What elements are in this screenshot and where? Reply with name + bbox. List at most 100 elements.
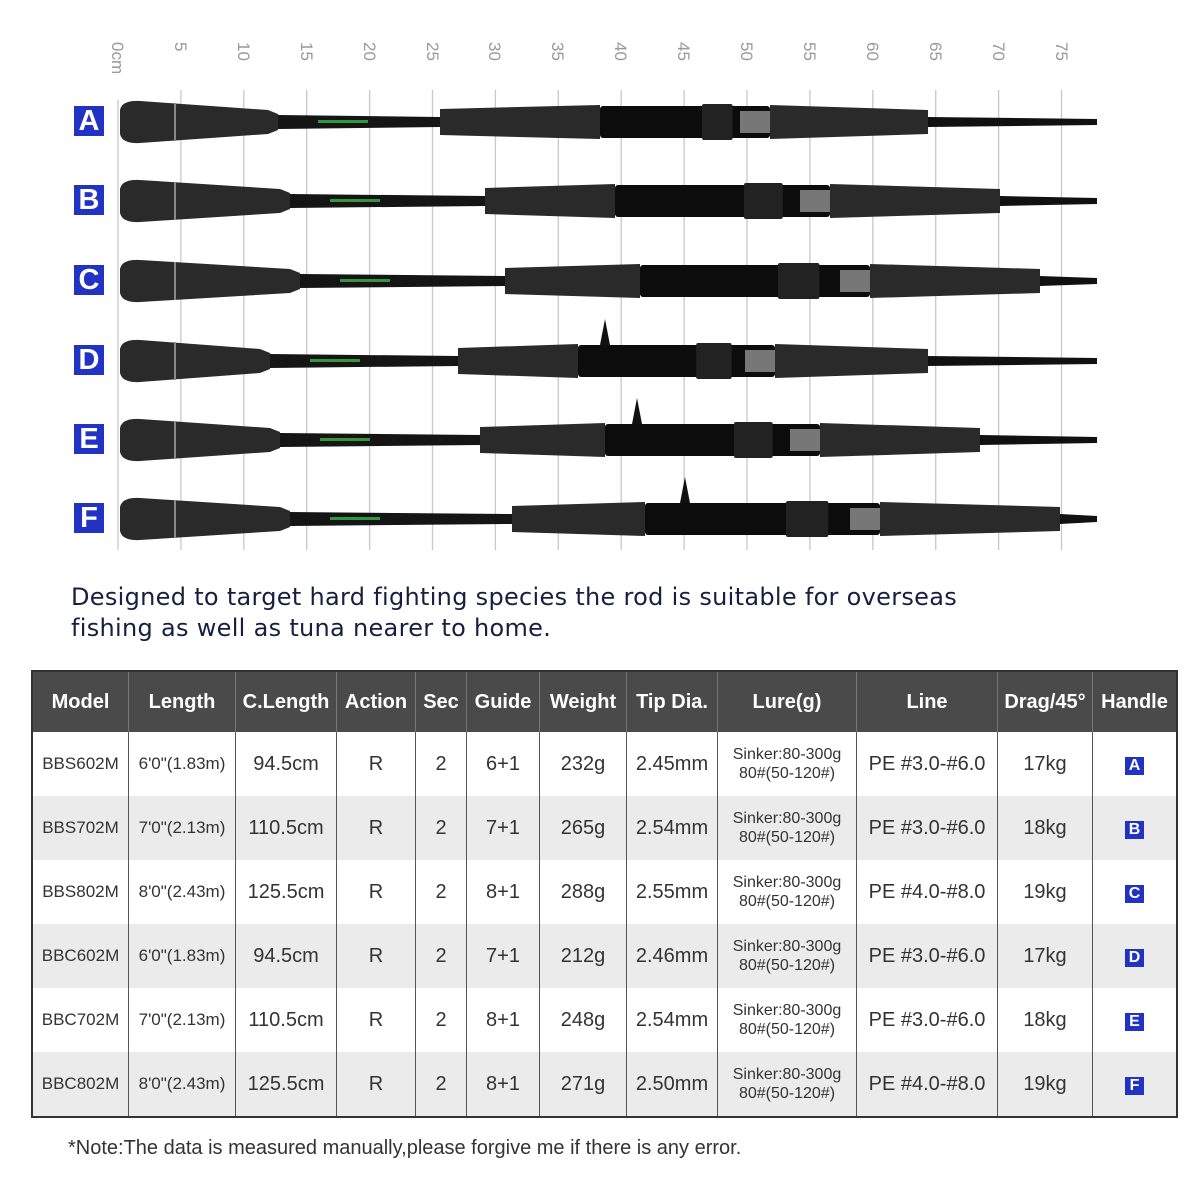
cell-length: 8'0"(2.43m) [128,1052,236,1117]
cell-tip: 2.54mm [626,796,718,860]
cell-action: R [336,796,416,860]
cell-drag: 17kg [997,924,1093,988]
cell-model: BBC702M [31,988,129,1052]
cell-tip: 2.55mm [626,860,718,924]
table-row: BBC802M 8'0"(2.43m) 125.5cm R 2 8+1 271g 2.50mm… [31,1052,1177,1117]
cell-sec: 2 [415,732,467,796]
ruler-tick-label: 40 [611,42,631,61]
lure-sinker: Sinker:80-300g [732,746,842,763]
rod-a [120,100,1097,144]
cell-handle: F [1092,1052,1177,1117]
cell-model: BBS702M [31,796,129,860]
lure-line: 80#(50-120#) [738,1021,836,1038]
description-line-2: fishing as well as tuna nearer to home. [71,614,552,642]
cell-weight: 248g [539,988,627,1052]
description-line-1: Designed to target hard fighting species… [71,583,958,611]
table-row: BBS802M 8'0"(2.43m) 125.5cm R 2 8+1 288g 2.55mm… [31,860,1177,924]
lure-line: 80#(50-120#) [738,893,836,910]
cell-weight: 212g [539,924,627,988]
table-row: BBS702M 7'0"(2.13m) 110.5cm R 2 7+1 265g 2.54mm… [31,796,1177,860]
cell-line: PE #4.0-#8.0 [856,860,998,924]
rod-label-badge: F [74,503,104,534]
cell-drag: 19kg [997,860,1093,924]
cell-lure: Sinker:80-300g 80#(50-120#) [717,860,857,924]
cell-handle: D [1092,924,1177,988]
ruler-tick-label: 0cm [108,42,127,75]
lure-line: 80#(50-120#) [738,765,836,782]
cell-length: 6'0"(1.83m) [128,924,236,988]
cell-model: BBC802M [31,1052,129,1117]
column-header: Tip Dia. [626,671,718,732]
rod-b [120,179,1097,223]
column-header: Length [128,671,236,732]
column-header: Sec [415,671,467,732]
cell-tip: 2.46mm [626,924,718,988]
front-grip [770,105,928,139]
butt-grip [120,339,270,383]
column-header: Handle [1092,671,1177,732]
rod-c [120,259,1097,303]
ruler-tick-label: 30 [485,42,505,61]
ruler-tick-label: 10 [233,42,253,61]
butt-grip [120,259,300,303]
cell-weight: 265g [539,796,627,860]
cell-clength: 110.5cm [235,796,337,860]
cell-sec: 2 [415,860,467,924]
cell-clength: 94.5cm [235,732,337,796]
handle-badge: F [1125,1076,1144,1095]
cell-model: BBS802M [31,860,129,924]
cell-line: PE #3.0-#6.0 [856,924,998,988]
lure-sinker: Sinker:80-300g [732,874,842,891]
front-grip [880,502,1060,536]
lure-sinker: Sinker:80-300g [732,1066,842,1083]
handle-badge: E [1125,1012,1144,1031]
trigger [680,477,690,503]
cell-sec: 2 [415,924,467,988]
ruler-tick-label: 65 [925,42,945,61]
lure-line: 80#(50-120#) [738,957,836,974]
cell-handle: E [1092,988,1177,1052]
cell-action: R [336,1052,416,1117]
cell-action: R [336,988,416,1052]
rod-label-badge: C [74,265,104,296]
cell-clength: 125.5cm [235,1052,337,1117]
column-header: Line [856,671,998,732]
cell-tip: 2.50mm [626,1052,718,1117]
cell-length: 8'0"(2.43m) [128,860,236,924]
front-grip [775,344,928,378]
table-header: Model Length C.Length Action Sec Guide Weight T… [31,671,1177,732]
column-header: Action [336,671,416,732]
cell-drag: 19kg [997,1052,1093,1117]
column-header: Guide [466,671,540,732]
cell-guide: 7+1 [466,796,540,860]
cell-handle: A [1092,732,1177,796]
cell-line: PE #4.0-#8.0 [856,1052,998,1117]
cell-guide: 8+1 [466,1052,540,1117]
cell-drag: 18kg [997,988,1093,1052]
column-header: Model [31,671,129,732]
handle-badge: D [1125,948,1144,967]
cell-weight: 288g [539,860,627,924]
handle-badge: B [1125,820,1144,839]
ruler-tick-label: 20 [359,42,379,61]
cell-length: 7'0"(2.13m) [128,796,236,860]
cell-length: 7'0"(2.13m) [128,988,236,1052]
butt-grip [120,418,280,462]
cell-clength: 110.5cm [235,988,337,1052]
fore-grip [485,184,615,218]
cell-action: R [336,924,416,988]
front-grip [870,264,1040,298]
front-grip [820,423,980,457]
butt-grip [120,100,278,144]
cell-guide: 8+1 [466,860,540,924]
cell-handle: B [1092,796,1177,860]
trigger [600,319,610,345]
cell-line: PE #3.0-#6.0 [856,732,998,796]
cell-model: BBC602M [31,924,129,988]
column-header: Weight [539,671,627,732]
cell-sec: 2 [415,988,467,1052]
column-header: C.Length [235,671,337,732]
ruler-tick-label: 60 [862,42,882,61]
cell-line: PE #3.0-#6.0 [856,988,998,1052]
reel-seat [645,503,880,535]
